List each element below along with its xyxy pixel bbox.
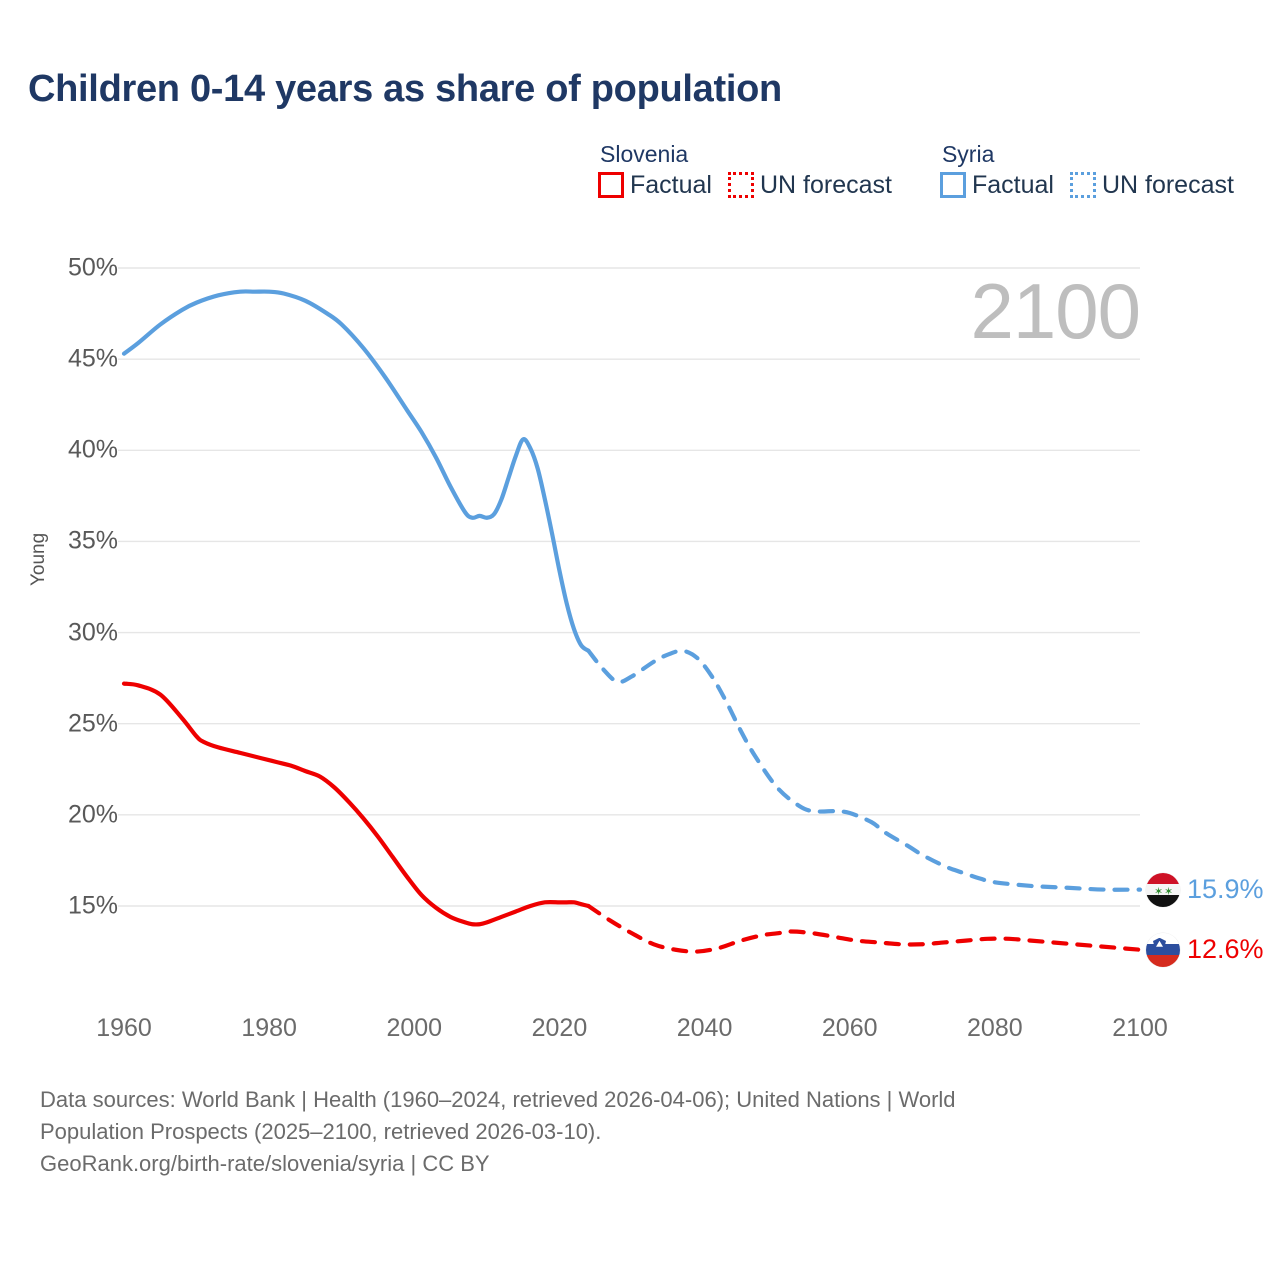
y-tick-40: 40%	[67, 435, 118, 464]
line-syria-factual	[121, 289, 591, 653]
y-tick-50: 50%	[67, 253, 118, 282]
legend-label-syria-factual: Factual	[971, 170, 1054, 199]
x-tick-2080: 2080	[967, 1014, 1023, 1042]
y-tick-25: 25%	[67, 709, 118, 738]
x-tick-2040: 2040	[676, 1014, 733, 1042]
footer-line-3[interactable]: GeoRank.org/birth-rate/slovenia/syria | …	[40, 1150, 490, 1176]
square-outline-solid-icon	[598, 172, 624, 198]
legend-label-syria-forecast: UN forecast	[1101, 170, 1234, 199]
y-tick-45: 45%	[67, 344, 118, 373]
legend-item-slovenia-factual[interactable]: Factual	[598, 172, 712, 198]
x-tick-1980: 1980	[241, 1014, 297, 1042]
year-watermark: 2100	[970, 267, 1141, 355]
end-value-syria: 15.9%	[1187, 874, 1264, 905]
star-icon: ✶	[1164, 885, 1174, 898]
square-outline-solid-icon	[939, 172, 966, 198]
line-slovenia-forecast	[586, 903, 1143, 954]
square-outline-dotted-icon	[727, 172, 754, 198]
x-tick-2100: 2100	[1112, 1014, 1168, 1042]
line-slovenia-factual	[121, 681, 591, 927]
legend-label-slovenia-forecast: UN forecast	[759, 170, 892, 199]
end-label-syria: ✶ ✶ 15.9%	[1146, 872, 1264, 907]
y-tick-30: 30%	[67, 618, 118, 647]
legend-item-syria-factual[interactable]: Factual	[939, 170, 1054, 199]
legend-item-syria-forecast[interactable]: UN forecast	[1069, 170, 1234, 199]
x-tick-2020: 2020	[531, 1014, 588, 1042]
x-tick-2060: 2060	[821, 1014, 878, 1042]
chart-canvas	[118, 267, 1143, 954]
x-tick-1960: 1960	[96, 1014, 152, 1042]
y-axis-tick-labels: 50% 45% 40% 35% 30% 25% 20% 15%	[0, 0, 118, 1060]
slovenia-flag-icon	[1146, 932, 1180, 967]
footer-line-1: Data sources: World Bank | Health (1960–…	[40, 1087, 956, 1112]
legend-item-slovenia-forecast[interactable]: UN forecast	[727, 170, 892, 199]
legend-group-syria: Syria Factual UN forecast	[939, 141, 1234, 199]
legend-label-slovenia-factual: Factual	[630, 170, 712, 199]
legend-country-slovenia: Slovenia	[600, 141, 689, 167]
legend-country-syria: Syria	[941, 141, 995, 167]
footer-line-2: Population Prospects (2025–2100, retriev…	[40, 1118, 602, 1144]
x-tick-2000: 2000	[386, 1014, 443, 1042]
y-tick-20: 20%	[67, 800, 118, 829]
slovenia-crest-icon	[1153, 937, 1166, 949]
y-tick-15: 15%	[67, 891, 118, 920]
line-syria-forecast	[586, 648, 1143, 892]
page-title: Children 0-14 years as share of populati…	[28, 68, 782, 110]
end-value-slovenia: 12.6%	[1187, 934, 1264, 965]
star-icon: ✶	[1154, 885, 1164, 898]
syria-flag-icon: ✶ ✶	[1146, 872, 1180, 907]
square-outline-dotted-icon	[1069, 172, 1096, 198]
legend-group-slovenia: Slovenia Factual UN forecast	[598, 143, 892, 198]
chart-plot-area: Young 50% 45% 40% 35% 30% 25% 20% 15% 2100 1960…	[0, 0, 1280, 1060]
footer-sources: Data sources: World Bank | Health (1960–…	[40, 1084, 1180, 1180]
y-tick-35: 35%	[67, 526, 118, 555]
end-label-slovenia: 12.6%	[1146, 932, 1264, 967]
chart-legend: Slovenia Factual UN forecast Syria Factu…	[598, 143, 1234, 198]
